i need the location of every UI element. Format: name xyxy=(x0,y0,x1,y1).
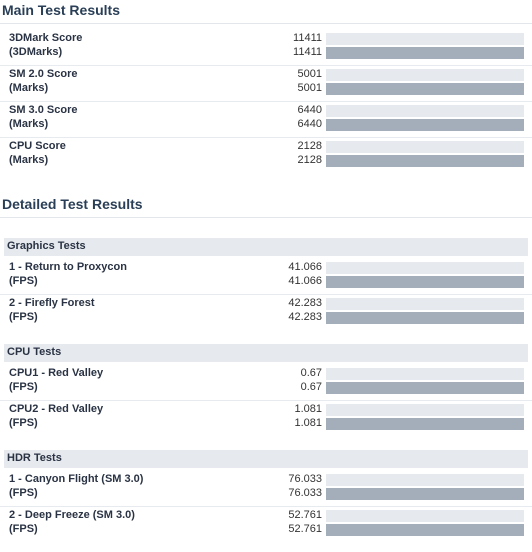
row-divider xyxy=(0,506,532,507)
row-value: 52.761 xyxy=(288,523,322,535)
group-header-hdr: HDR Tests xyxy=(4,450,528,468)
result-bar xyxy=(326,524,524,536)
row-value: 42.283 xyxy=(288,297,322,309)
detail-row: 1 - Return to Proxycon (FPS) 41.066 41.0… xyxy=(0,261,532,295)
row-value: 1.081 xyxy=(294,417,322,429)
row-value: 6440 xyxy=(297,118,322,130)
result-bar xyxy=(326,418,524,430)
row-unit: (FPS) xyxy=(9,487,38,499)
row-unit: (FPS) xyxy=(9,523,38,535)
row-label: CPU Score xyxy=(9,140,66,152)
main-row-cpu: CPU Score (Marks) 2128 2128 xyxy=(0,140,532,172)
reference-bar xyxy=(326,510,524,522)
row-value: 6440 xyxy=(297,104,322,116)
heading-divider xyxy=(0,23,532,24)
reference-bar xyxy=(326,474,524,486)
row-divider xyxy=(0,400,532,401)
main-results-heading: Main Test Results xyxy=(2,2,120,18)
row-unit: (Marks) xyxy=(9,118,49,130)
row-unit: (FPS) xyxy=(9,275,38,287)
row-unit: (FPS) xyxy=(9,381,38,393)
row-unit: (FPS) xyxy=(9,417,38,429)
result-bar xyxy=(326,488,524,500)
row-value: 41.066 xyxy=(288,261,322,273)
row-value: 11411 xyxy=(293,32,322,44)
detail-row: 1 - Canyon Flight (SM 3.0) (FPS) 76.033 … xyxy=(0,473,532,507)
heading-divider xyxy=(0,217,532,218)
row-value: 76.033 xyxy=(288,487,322,499)
result-bar xyxy=(326,382,524,394)
row-label: 3DMark Score xyxy=(9,32,83,44)
row-label: 2 - Deep Freeze (SM 3.0) xyxy=(9,509,135,521)
row-unit: (Marks) xyxy=(9,154,49,166)
row-divider xyxy=(0,137,532,138)
result-bar xyxy=(326,276,524,288)
result-bar xyxy=(326,155,524,167)
row-value: 5001 xyxy=(297,68,322,80)
row-unit: (FPS) xyxy=(9,311,38,323)
row-unit: (3DMarks) xyxy=(9,46,63,58)
row-value: 0.67 xyxy=(300,381,322,393)
reference-bar xyxy=(326,33,524,45)
detailed-results-heading: Detailed Test Results xyxy=(2,196,143,212)
reference-bar xyxy=(326,404,524,416)
result-bar xyxy=(326,312,524,324)
row-label: SM 2.0 Score xyxy=(9,68,78,80)
group-title: CPU Tests xyxy=(7,346,62,358)
row-value: 1.081 xyxy=(294,403,322,415)
row-divider xyxy=(0,65,532,66)
row-value: 2128 xyxy=(297,140,322,152)
row-label: SM 3.0 Score xyxy=(9,104,78,116)
row-label: CPU1 - Red Valley xyxy=(9,367,104,379)
group-title: HDR Tests xyxy=(7,452,62,464)
row-label: 1 - Return to Proxycon xyxy=(9,261,127,273)
group-header-cpu: CPU Tests xyxy=(4,344,528,362)
row-label: 2 - Firefly Forest xyxy=(9,297,95,309)
row-value: 2128 xyxy=(297,154,322,166)
detail-row: CPU2 - Red Valley (FPS) 1.081 1.081 xyxy=(0,403,532,435)
reference-bar xyxy=(326,69,524,81)
main-row-3dmark: 3DMark Score (3DMarks) 11411 11411 xyxy=(0,32,532,66)
reference-bar xyxy=(326,298,524,310)
result-bar xyxy=(326,47,524,59)
reference-bar xyxy=(326,262,524,274)
reference-bar xyxy=(326,105,524,117)
detail-row: 2 - Deep Freeze (SM 3.0) (FPS) 52.761 52… xyxy=(0,509,532,541)
group-header-graphics: Graphics Tests xyxy=(4,238,528,256)
main-row-sm3: SM 3.0 Score (Marks) 6440 6440 xyxy=(0,104,532,138)
reference-bar xyxy=(326,368,524,380)
detail-row: 2 - Firefly Forest (FPS) 42.283 42.283 xyxy=(0,297,532,329)
row-value: 76.033 xyxy=(288,473,322,485)
result-bar xyxy=(326,119,524,131)
row-label: 1 - Canyon Flight (SM 3.0) xyxy=(9,473,144,485)
row-divider xyxy=(0,101,532,102)
row-label: CPU2 - Red Valley xyxy=(9,403,104,415)
reference-bar xyxy=(326,141,524,153)
row-value: 42.283 xyxy=(288,311,322,323)
row-value: 0.67 xyxy=(300,367,322,379)
row-value: 52.761 xyxy=(288,509,322,521)
row-divider xyxy=(0,294,532,295)
group-title: Graphics Tests xyxy=(7,240,86,252)
result-bar xyxy=(326,83,524,95)
row-value: 41.066 xyxy=(288,275,322,287)
row-unit: (Marks) xyxy=(9,82,49,94)
detail-row: CPU1 - Red Valley (FPS) 0.67 0.67 xyxy=(0,367,532,401)
row-value: 5001 xyxy=(297,82,322,94)
row-value: 11411 xyxy=(293,46,322,58)
main-row-sm2: SM 2.0 Score (Marks) 5001 5001 xyxy=(0,68,532,102)
